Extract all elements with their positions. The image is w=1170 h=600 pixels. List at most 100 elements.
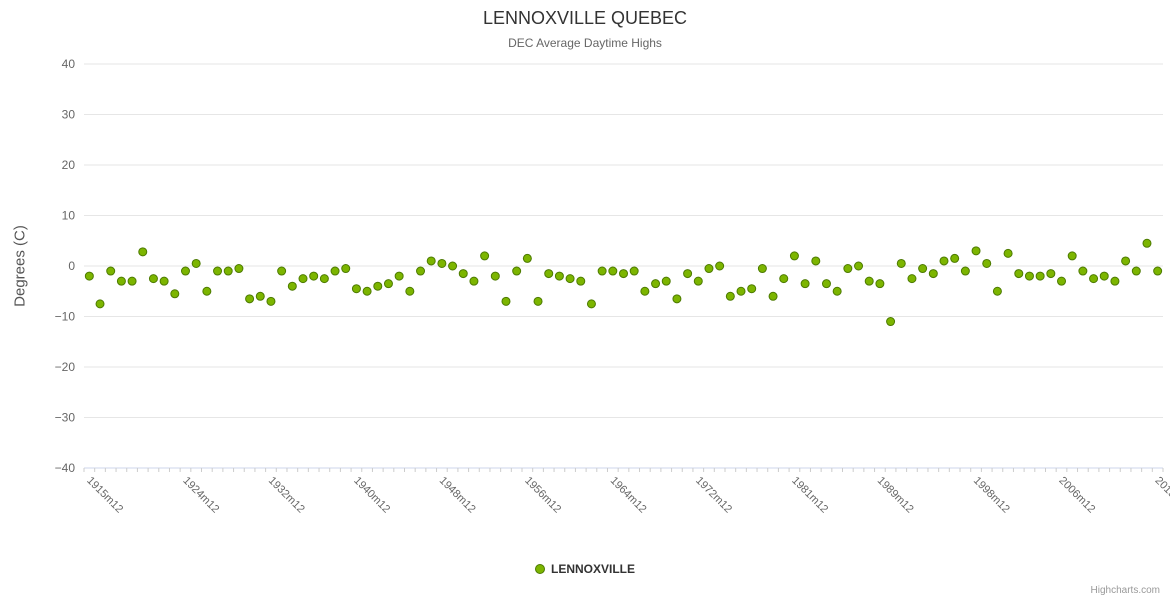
data-point[interactable]: [106, 266, 116, 276]
data-point[interactable]: [1099, 271, 1109, 281]
data-point[interactable]: [255, 291, 265, 301]
data-point[interactable]: [800, 279, 810, 289]
data-point[interactable]: [704, 264, 714, 274]
data-point[interactable]: [640, 286, 650, 296]
data-point[interactable]: [747, 284, 757, 294]
highcharts-credits-link[interactable]: Highcharts.com: [1090, 585, 1160, 596]
data-point[interactable]: [298, 274, 308, 284]
data-point[interactable]: [1142, 238, 1152, 248]
data-point[interactable]: [832, 286, 842, 296]
data-point[interactable]: [864, 276, 874, 286]
legend-item-lennoxville[interactable]: LENNOXVILLE: [534, 562, 635, 576]
data-point[interactable]: [159, 276, 169, 286]
data-point[interactable]: [854, 261, 864, 271]
data-point[interactable]: [821, 279, 831, 289]
data-point[interactable]: [138, 247, 148, 257]
data-point[interactable]: [490, 271, 500, 281]
data-point[interactable]: [501, 296, 511, 306]
data-point[interactable]: [907, 274, 917, 284]
data-point[interactable]: [886, 317, 896, 327]
data-point[interactable]: [116, 276, 126, 286]
data-point[interactable]: [1014, 269, 1024, 279]
data-point[interactable]: [373, 281, 383, 291]
data-point[interactable]: [319, 274, 329, 284]
data-point[interactable]: [213, 266, 223, 276]
data-point[interactable]: [1024, 271, 1034, 281]
data-point[interactable]: [918, 264, 928, 274]
data-point[interactable]: [928, 269, 938, 279]
data-point[interactable]: [170, 289, 180, 299]
data-point[interactable]: [651, 279, 661, 289]
data-point[interactable]: [597, 266, 607, 276]
data-point[interactable]: [672, 294, 682, 304]
data-point[interactable]: [351, 284, 361, 294]
data-point[interactable]: [736, 286, 746, 296]
data-point[interactable]: [789, 251, 799, 261]
data-point[interactable]: [608, 266, 618, 276]
data-point[interactable]: [811, 256, 821, 266]
data-point[interactable]: [661, 276, 671, 286]
data-point[interactable]: [1078, 266, 1088, 276]
data-point[interactable]: [458, 269, 468, 279]
data-point[interactable]: [287, 281, 297, 291]
data-point[interactable]: [1057, 276, 1067, 286]
data-point[interactable]: [715, 261, 725, 271]
data-point[interactable]: [522, 253, 532, 263]
data-point[interactable]: [725, 291, 735, 301]
data-point[interactable]: [266, 296, 276, 306]
data-point[interactable]: [469, 276, 479, 286]
data-point[interactable]: [148, 274, 158, 284]
data-point[interactable]: [1035, 271, 1045, 281]
data-point[interactable]: [619, 269, 628, 279]
data-point[interactable]: [1153, 266, 1163, 276]
data-point[interactable]: [950, 253, 960, 263]
data-point[interactable]: [234, 264, 244, 274]
data-point[interactable]: [362, 286, 372, 296]
data-point[interactable]: [341, 264, 351, 274]
data-point[interactable]: [982, 258, 992, 268]
data-point[interactable]: [875, 279, 885, 289]
data-point[interactable]: [223, 266, 233, 276]
data-point[interactable]: [383, 279, 393, 289]
data-point[interactable]: [1003, 248, 1013, 258]
data-point[interactable]: [779, 274, 789, 284]
data-point[interactable]: [544, 269, 554, 279]
data-point[interactable]: [757, 264, 767, 274]
data-point[interactable]: [843, 264, 853, 274]
data-point[interactable]: [565, 274, 575, 284]
data-point[interactable]: [1089, 274, 1099, 284]
data-point[interactable]: [629, 266, 639, 276]
data-point[interactable]: [992, 286, 1002, 296]
data-point[interactable]: [127, 276, 137, 286]
data-point[interactable]: [683, 269, 693, 279]
data-point[interactable]: [202, 286, 212, 296]
data-point[interactable]: [971, 246, 981, 256]
data-point[interactable]: [896, 258, 906, 268]
data-point[interactable]: [1121, 256, 1131, 266]
data-point[interactable]: [426, 256, 436, 266]
data-point[interactable]: [394, 271, 404, 281]
data-point[interactable]: [95, 299, 105, 309]
data-point[interactable]: [512, 266, 522, 276]
data-point[interactable]: [1067, 251, 1077, 261]
data-point[interactable]: [576, 276, 586, 286]
data-point[interactable]: [586, 299, 596, 309]
data-point[interactable]: [416, 266, 426, 276]
data-point[interactable]: [191, 258, 201, 268]
data-point[interactable]: [330, 266, 340, 276]
data-point[interactable]: [533, 296, 543, 306]
data-point[interactable]: [693, 276, 703, 286]
data-point[interactable]: [180, 266, 190, 276]
data-point[interactable]: [309, 271, 319, 281]
data-point[interactable]: [480, 251, 490, 261]
data-point[interactable]: [554, 271, 564, 281]
data-point[interactable]: [448, 261, 458, 271]
data-point[interactable]: [768, 291, 778, 301]
data-point[interactable]: [1046, 269, 1056, 279]
data-point[interactable]: [960, 266, 970, 276]
data-point[interactable]: [405, 286, 415, 296]
data-point[interactable]: [1110, 276, 1120, 286]
data-point[interactable]: [437, 258, 447, 268]
data-point[interactable]: [277, 266, 287, 276]
data-point[interactable]: [939, 256, 949, 266]
